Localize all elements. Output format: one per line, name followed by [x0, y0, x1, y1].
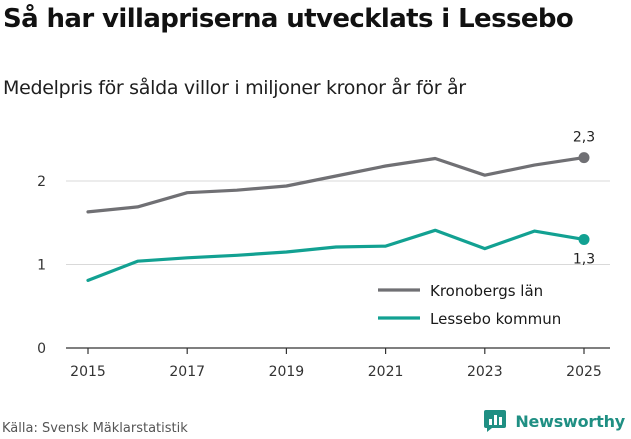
y-tick-label: 1	[37, 258, 46, 274]
data-label-end: 1,3	[573, 251, 595, 267]
y-tick-label: 0	[37, 341, 46, 357]
newsworthy-logo-icon	[484, 410, 507, 432]
x-tick-label: 2015	[70, 364, 106, 380]
chart-title: Så har villapriserna utvecklats i Lesseb…	[3, 4, 574, 34]
chart-subtitle: Medelpris för sålda villor i miljoner kr…	[3, 77, 466, 99]
series-end-point	[578, 233, 590, 245]
x-tick-label: 2017	[169, 364, 205, 380]
x-tick-label: 2021	[368, 364, 404, 380]
source-note: Källa: Svensk Mäklarstatistik	[2, 421, 188, 436]
x-tick-label: 2025	[566, 364, 602, 380]
legend-label: Lessebo kommun	[430, 310, 561, 328]
brand-name: Newsworthy	[515, 411, 625, 431]
series-line-lessebo	[86, 228, 586, 282]
y-tick-label: 2	[37, 174, 46, 190]
x-tick-label: 2019	[269, 364, 305, 380]
series-line-kronoberg	[86, 156, 586, 214]
line-chart: 0 1 2 2015 2017 2019 2021 2023 2025 2,3 1,3 Kronobe…	[37, 130, 610, 380]
legend-label: Kronobergs län	[430, 282, 543, 300]
data-label-end: 2,3	[573, 130, 595, 146]
series-end-point	[578, 152, 590, 164]
brand-block[interactable]: Newsworthy	[483, 409, 625, 433]
x-tick-label: 2023	[467, 364, 503, 380]
